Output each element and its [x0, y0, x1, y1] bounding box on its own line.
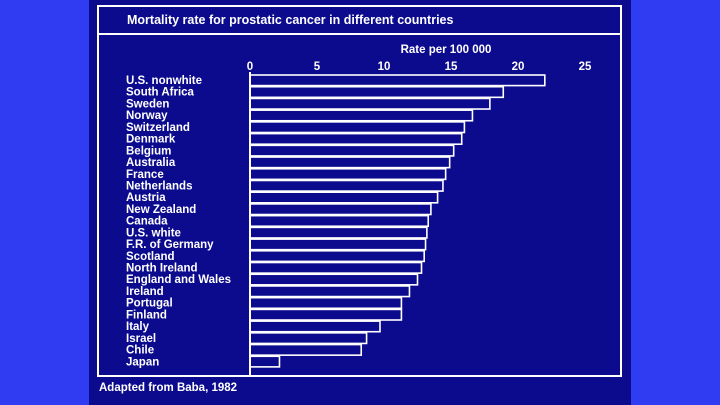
category-label: North Ireland [126, 263, 198, 275]
x-axis-ticks: 0 5 10 15 20 25 [247, 61, 592, 73]
bar [249, 132, 463, 146]
bar [249, 109, 474, 122]
category-label: Canada [126, 216, 168, 228]
bar [249, 156, 451, 169]
category-label: Denmark [126, 134, 176, 146]
bar [249, 226, 428, 239]
x-tick-label: 0 [247, 61, 253, 73]
bar [249, 144, 455, 157]
source-note: Adapted from Baba, 1982 [99, 382, 237, 394]
category-label: Japan [126, 356, 159, 368]
category-label: Chile [126, 345, 154, 357]
slide: Mortality rate for prostatic cancer in d… [89, 0, 631, 405]
x-tick-label: 20 [512, 61, 525, 73]
category-label: Norway [126, 110, 168, 122]
category-label: New Zealand [126, 204, 196, 216]
bar [249, 250, 425, 263]
chart-title: Mortality rate for prostatic cancer in d… [127, 13, 454, 27]
bar [249, 273, 419, 286]
category-label: England and Wales [126, 274, 231, 286]
category-label: Netherlands [126, 180, 192, 192]
bar [249, 121, 466, 134]
category-label: France [126, 169, 164, 181]
bar [249, 167, 447, 181]
category-label: Australia [126, 157, 176, 169]
chart: Mortality rate for prostatic cancer in d… [97, 5, 622, 394]
bar [249, 191, 439, 204]
category-label: Switzerland [126, 122, 190, 134]
bar [249, 296, 403, 310]
category-label: Ireland [126, 286, 164, 298]
bar [249, 203, 432, 216]
x-axis-label: Rate per 100 000 [401, 44, 492, 56]
category-label: Belgium [126, 145, 171, 157]
category-label: Austria [126, 192, 166, 204]
bar [249, 261, 423, 274]
bar [249, 355, 281, 368]
bar [249, 85, 505, 99]
x-tick-label: 10 [378, 61, 391, 73]
category-label: Israel [126, 333, 156, 345]
bar [249, 320, 381, 333]
category-label: Portugal [126, 298, 173, 310]
category-label: U.S. nonwhite [126, 75, 202, 87]
x-tick-label: 25 [579, 61, 592, 73]
x-tick-label: 5 [314, 61, 321, 73]
category-label: Italy [126, 321, 150, 333]
bars [249, 74, 546, 368]
category-label: South Africa [126, 87, 195, 99]
bar [249, 179, 444, 192]
bar [249, 285, 411, 298]
category-label: U.S. white [126, 227, 181, 239]
category-label: Scotland [126, 251, 175, 263]
bar [249, 343, 363, 356]
category-label: Finland [126, 309, 167, 321]
bar [249, 214, 430, 228]
bar [249, 332, 368, 345]
x-tick-label: 15 [445, 61, 458, 73]
bar [249, 74, 546, 87]
bar [249, 308, 403, 321]
category-label: Sweden [126, 98, 169, 110]
bar [249, 97, 491, 110]
bar [249, 238, 427, 251]
category-label: F.R. of Germany [126, 239, 214, 251]
chart-frame [97, 33, 622, 377]
